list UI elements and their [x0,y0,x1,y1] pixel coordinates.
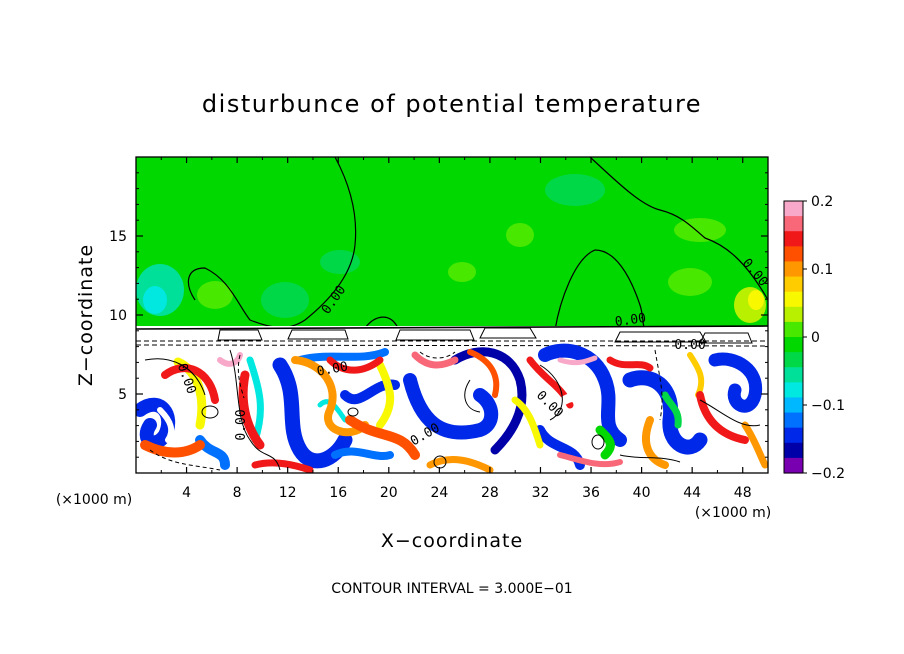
colorbar-tick-label: 0 [811,330,820,346]
colorbar-swatch [784,457,803,474]
x-unit-label-right: (×1000 m) [695,505,771,521]
x-tick-label: 40 [633,485,651,501]
lower-field [136,343,768,473]
x-tick-label: 28 [481,485,499,501]
colorbar-ticks: 0.2 0.1 0 −0.1 −0.2 [803,194,845,482]
colorbar-swatch [784,321,803,338]
y-axis-label: Z−coordinate [75,244,97,386]
contour-label: 0.00 [316,359,349,379]
upper-field-features [136,174,766,323]
contour-label: 0.00 [234,409,249,440]
colorbar-swatch [784,261,803,278]
colorbar-swatch [784,352,803,368]
colorbar-swatch [784,201,803,217]
x-tick-label: 24 [430,485,448,501]
plot-area: 0.000.000.000.000.000.000.00 0.000.00 [136,157,768,473]
colorbar-swatch [784,427,803,444]
x-axis-ticks: 4 8 12 16 20 24 28 32 36 40 44 48 [160,157,752,501]
colorbar-swatch [784,276,803,293]
x-tick-label: 32 [532,485,550,501]
colorbar-swatch [784,231,803,247]
x-tick-label: 4 [182,485,191,501]
colorbar-swatch [784,291,803,308]
colorbar-tick-label: 0.1 [811,262,833,278]
colorbar-tick-label: 0.2 [811,194,833,210]
x-tick-label: 44 [683,485,701,501]
contour-interval-note: CONTOUR INTERVAL = 3.000E−01 [331,581,572,597]
upper-field [136,157,768,332]
colorbar [783,200,804,474]
colorbar-swatch [784,216,803,232]
x-unit-label-left: (×1000 m) [56,492,132,508]
colorbar-swatch [784,246,803,263]
y-tick-label: 5 [118,387,127,403]
contour-label: 0.00 [674,338,705,353]
colorbar-swatch [784,397,803,414]
y-tick-label: 15 [109,229,127,245]
colorbar-swatch [784,442,803,459]
x-tick-label: 12 [279,485,297,501]
chart-title: disturbunce of potential temperature [202,90,702,118]
x-tick-label: 8 [233,485,242,501]
lower-contours [144,349,761,471]
colorbar-swatch [784,306,803,323]
colorbar-tick-label: −0.2 [811,466,845,482]
x-tick-label: 16 [329,485,347,501]
x-tick-label: 20 [380,485,398,501]
interface-band [136,325,768,348]
colorbar-swatch [784,367,803,383]
x-tick-label: 48 [734,485,752,501]
colorbar-swatch [784,337,803,353]
colorbar-tick-label: −0.1 [811,398,845,414]
y-tick-label: 10 [109,308,127,324]
contour-label: 0.00 [614,311,647,330]
lower-dashed-contours [149,349,663,471]
x-tick-label: 36 [582,485,600,501]
colorbar-swatch [784,382,803,399]
x-axis-label: X−coordinate [381,530,523,552]
y-axis-ticks: 5 10 15 [109,172,768,458]
colorbar-swatch [784,412,803,429]
